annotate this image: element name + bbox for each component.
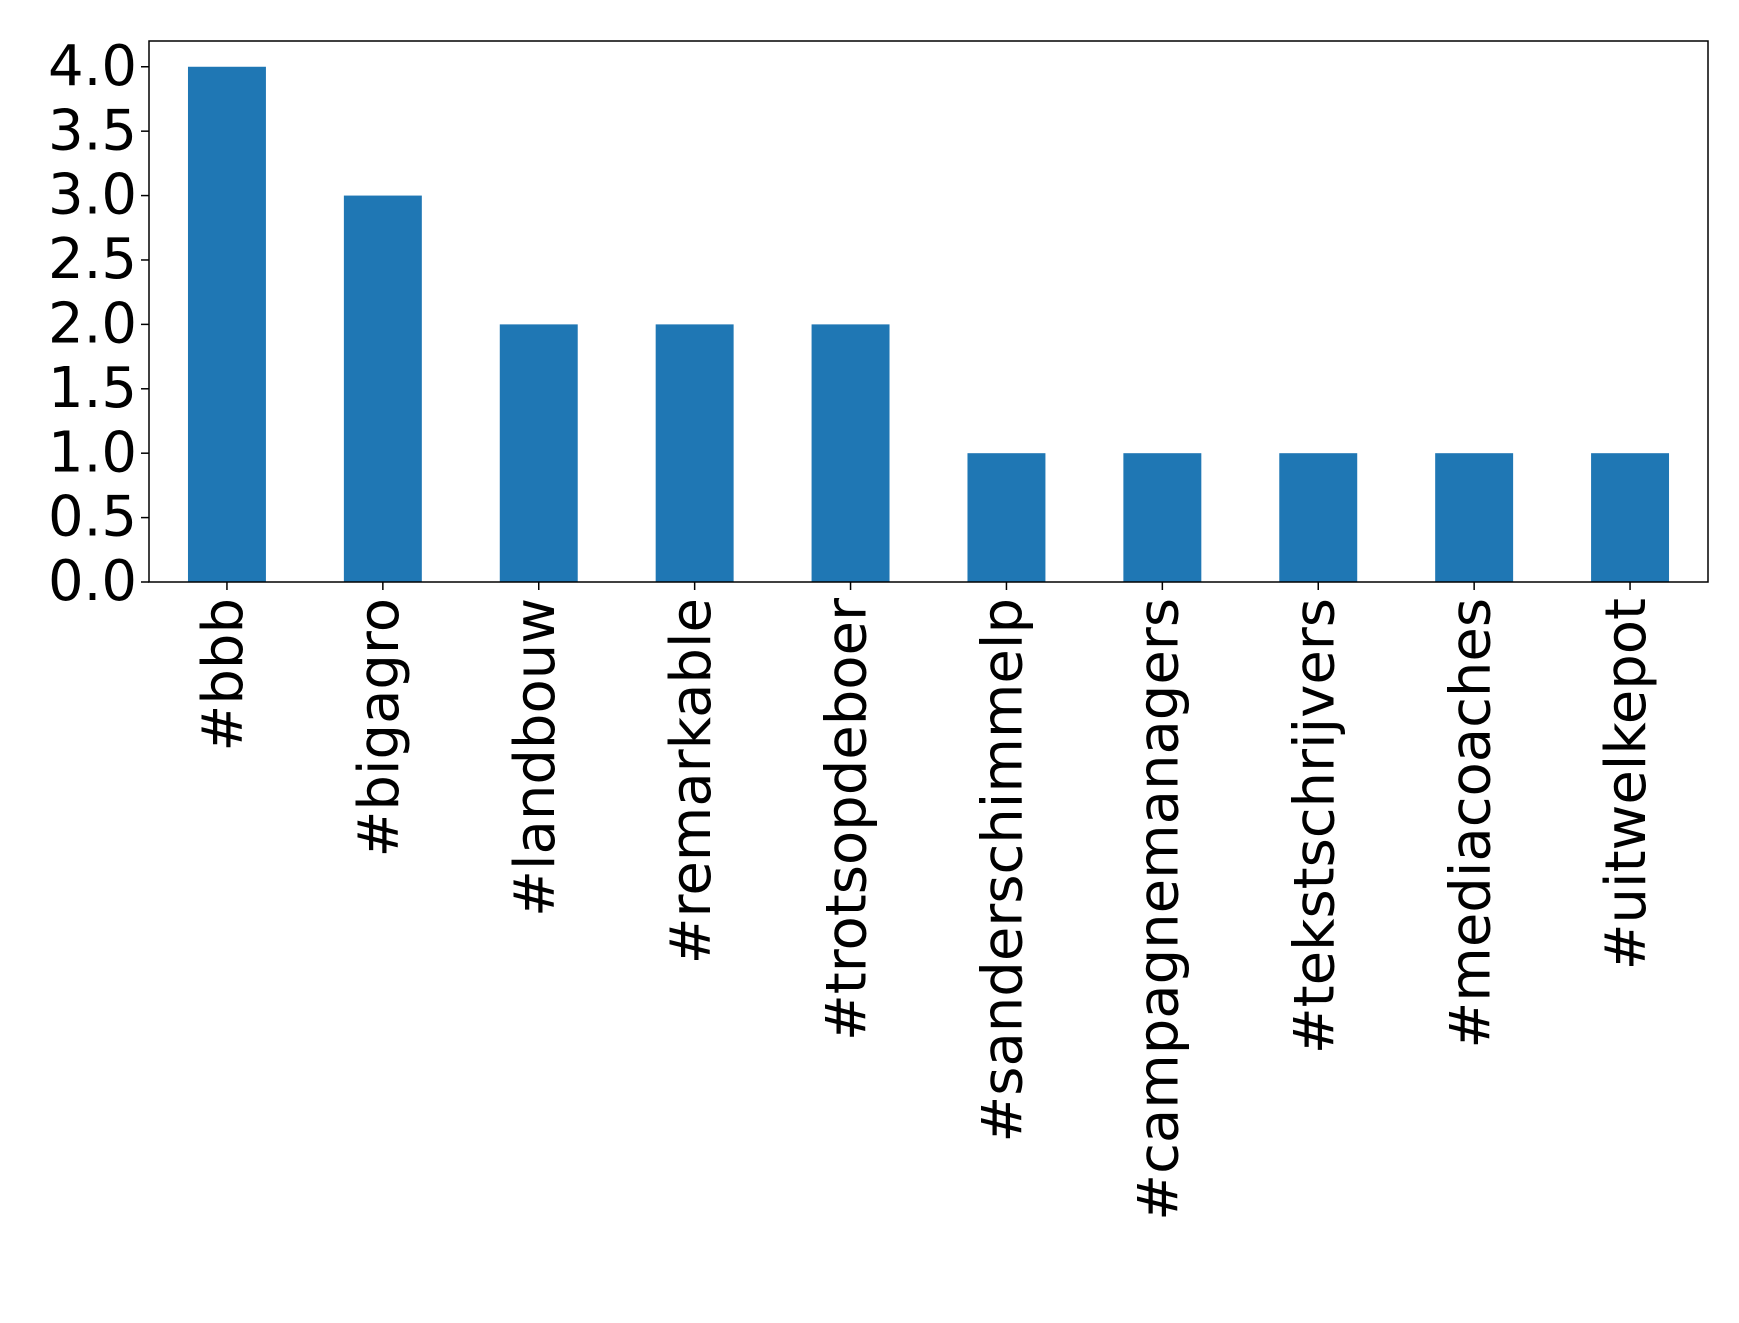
x-tick-label: #sanderschimmelp <box>971 598 1036 1143</box>
y-tick-label: 3.5 <box>48 98 137 163</box>
y-tick-label: 4.0 <box>48 34 137 99</box>
y-tick-label: 0.5 <box>48 485 137 550</box>
bar <box>967 453 1046 582</box>
x-tick-label: #tekstschrijvers <box>1282 598 1347 1054</box>
x-tick-label: #mediacoaches <box>1438 598 1503 1049</box>
bar <box>343 195 422 583</box>
y-tick-label: 1.0 <box>48 420 137 485</box>
x-tick-label: #bbb <box>191 598 256 752</box>
bar <box>1591 453 1670 582</box>
x-tick-label: #campagnemanagers <box>1126 598 1191 1221</box>
x-tick-label: #uitwelkepot <box>1594 598 1659 970</box>
plot-frame <box>148 40 1709 583</box>
bar <box>187 66 266 582</box>
y-tick-label: 1.5 <box>48 356 137 421</box>
bar <box>811 324 890 582</box>
bar <box>1279 453 1358 582</box>
x-tick-label: #trotsopdeboer <box>815 597 880 1041</box>
bar <box>499 324 578 582</box>
y-tick-label: 2.5 <box>48 227 137 292</box>
x-tick-label: #landbouw <box>503 598 568 917</box>
x-tick-label: #bigagro <box>347 598 412 858</box>
y-tick-label: 2.0 <box>48 292 137 357</box>
bar <box>1123 453 1202 582</box>
y-tick-label: 0.0 <box>48 549 137 614</box>
bar <box>655 324 734 582</box>
x-tick-label: #remarkable <box>659 598 724 964</box>
y-tick-label: 3.0 <box>48 163 137 228</box>
bar <box>1435 453 1514 582</box>
